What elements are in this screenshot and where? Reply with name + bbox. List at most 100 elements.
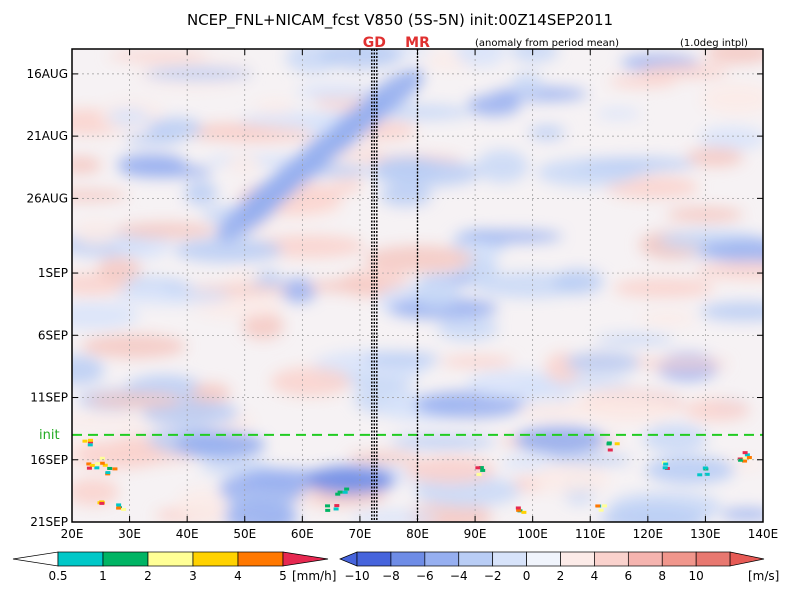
y-tick-label: 21AUG xyxy=(26,129,68,143)
precip-cell xyxy=(112,467,118,471)
colorbar-tick-label: 1 xyxy=(99,569,107,583)
anomaly-blob xyxy=(175,431,265,459)
colorbar-cap xyxy=(339,551,358,567)
anomaly-blob xyxy=(455,49,506,67)
precip-cell xyxy=(606,442,612,446)
colorbar-swatch xyxy=(356,551,392,567)
anomaly-blob xyxy=(305,466,395,494)
x-tick-label: 60E xyxy=(291,527,314,541)
colorbar-swatch xyxy=(560,551,595,567)
colorbar-unit: [mm/h] xyxy=(292,569,336,583)
precip-cell xyxy=(82,439,88,443)
colorbar-swatch xyxy=(695,551,731,567)
anomaly-blob xyxy=(390,435,497,449)
precip-cell xyxy=(742,451,748,455)
precip-cell xyxy=(740,457,746,461)
anomaly-blob xyxy=(515,426,605,454)
precip-cell xyxy=(702,466,708,470)
anomaly-blob xyxy=(608,75,677,88)
precip-cell xyxy=(521,510,527,514)
anomaly-blob xyxy=(684,398,751,422)
colorbar-cap xyxy=(12,551,59,567)
x-tick-label: 100E xyxy=(517,527,548,541)
anomaly-blob xyxy=(379,183,432,207)
precip-cell xyxy=(614,442,620,446)
y-tick-label: 16AUG xyxy=(26,67,68,81)
chart-subtitle-right: (1.0deg intpl) xyxy=(680,38,748,49)
anomaly-blob xyxy=(72,477,120,507)
precip-cell xyxy=(116,506,122,510)
precip-cell xyxy=(697,473,703,477)
precip-cell xyxy=(95,462,101,466)
anomaly-blob xyxy=(120,164,214,178)
anomaly-blob xyxy=(225,270,262,284)
anomaly-blob xyxy=(364,245,474,273)
anomaly-blob xyxy=(552,269,604,295)
precip-cell xyxy=(478,466,484,470)
x-axis: 20E 30E 40E 50E 60E 70E 80E 90E 100E 110E 120E 130E… xyxy=(61,49,778,541)
precip-cell xyxy=(663,462,669,466)
anomaly-blob xyxy=(639,311,696,326)
anomaly-blob xyxy=(645,456,735,484)
anomaly-blob xyxy=(254,100,295,115)
marker-label: MR xyxy=(405,35,430,51)
precip-cell xyxy=(333,507,339,511)
precip-cell xyxy=(99,456,105,460)
anomaly-blob xyxy=(348,451,418,464)
precip-cell xyxy=(335,492,341,496)
x-tick-label: 90E xyxy=(464,527,487,541)
precip-cell xyxy=(107,466,113,470)
precip-cell xyxy=(344,487,350,491)
colorbar-tick-label: 4 xyxy=(234,569,242,583)
anomaly-blob xyxy=(642,424,708,453)
colorbar-swatch xyxy=(729,551,765,567)
precip-cell xyxy=(325,504,331,508)
precip-colorbar: 0.5 1 2 3 4 5 [mm/h] xyxy=(12,551,336,583)
x-tick-label: 80E xyxy=(406,527,429,541)
colorbar-tick-label: 0.5 xyxy=(48,569,67,583)
anomaly-blob xyxy=(307,279,395,293)
precip-cell xyxy=(746,456,752,460)
x-tick-label: 50E xyxy=(233,527,256,541)
anomaly-blob xyxy=(207,125,314,143)
anomaly-blob xyxy=(612,277,715,298)
anomaly-blob xyxy=(705,49,763,65)
colorbar-swatch xyxy=(492,551,527,567)
anomaly-blob xyxy=(363,352,440,367)
precip-cell xyxy=(102,463,108,467)
anomaly-blob xyxy=(465,370,566,398)
colorbar-tick-label: 5 xyxy=(279,569,287,583)
precip-cell xyxy=(744,453,750,457)
x-tick-label: 40E xyxy=(176,527,199,541)
marker-label: GD xyxy=(363,35,386,51)
colorbar-tick-label: 8 xyxy=(658,569,666,583)
anomaly-blob xyxy=(666,206,744,223)
colorbar-tick-label: 3 xyxy=(189,569,197,583)
precip-cell xyxy=(86,466,92,470)
x-tick-label: 70E xyxy=(348,527,371,541)
precip-cell xyxy=(121,507,127,511)
anomaly-blob xyxy=(501,455,552,470)
anomaly-blob xyxy=(115,222,217,239)
y-tick-label: 1SEP xyxy=(38,266,68,280)
anomaly-blob xyxy=(218,472,307,506)
anomaly-blob xyxy=(528,125,566,140)
y-axis: 16AUG 21AUG 26AUG 1SEP 6SEP 11SEP 16SEP 21SEP xyxy=(26,67,763,529)
anomaly-blob xyxy=(437,315,499,341)
anomaly-blob xyxy=(176,488,228,521)
precip-cell xyxy=(515,506,521,510)
colorbar-swatch xyxy=(192,551,239,567)
anomaly-blob xyxy=(107,50,209,62)
anomaly-blob xyxy=(467,94,521,117)
colorbar-swatch xyxy=(627,551,663,567)
y-tick-label: 26AUG xyxy=(26,191,68,205)
marker-lines: GD MR xyxy=(363,35,430,522)
precip-cell xyxy=(334,504,340,508)
precip-cell xyxy=(99,500,105,504)
anomaly-blob xyxy=(280,278,318,303)
precip-cell xyxy=(342,490,348,494)
colorbar-tick-label: −6 xyxy=(416,569,434,583)
precip-cell xyxy=(475,466,481,470)
anomaly-blob xyxy=(124,133,184,145)
init-label: init xyxy=(39,428,60,443)
